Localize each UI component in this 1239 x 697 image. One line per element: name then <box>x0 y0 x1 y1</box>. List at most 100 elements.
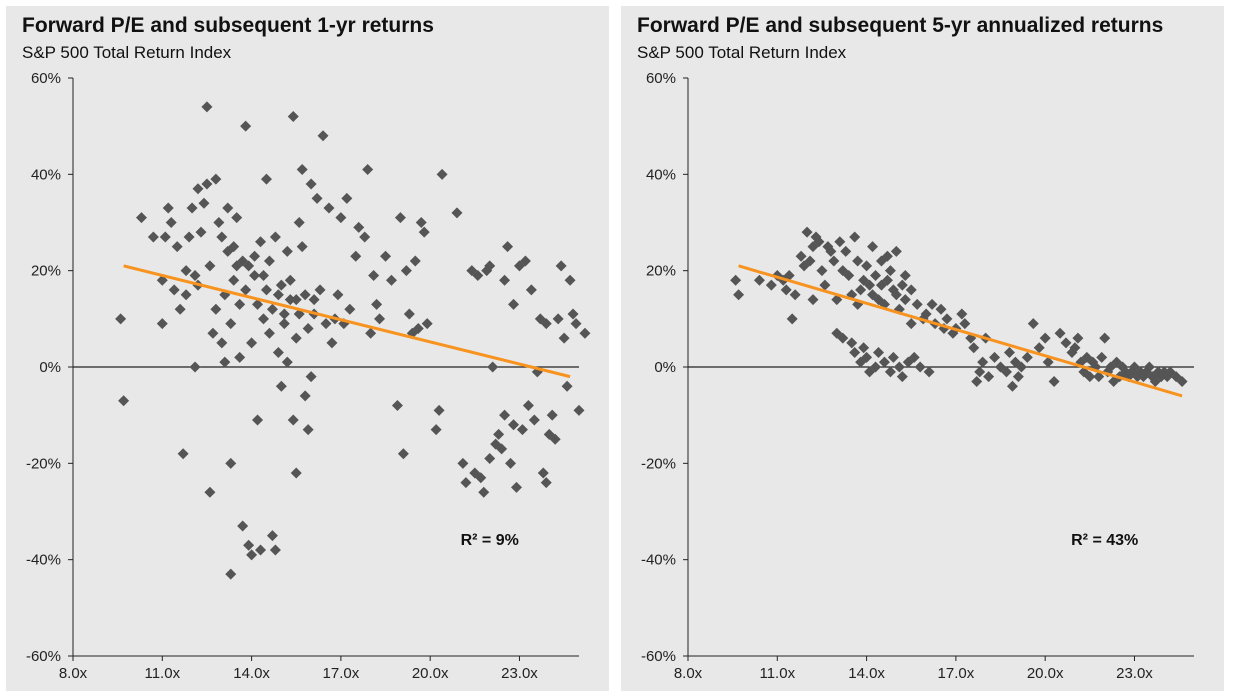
data-point <box>460 477 472 489</box>
data-point <box>579 327 591 339</box>
data-point <box>287 111 299 123</box>
data-point <box>516 424 528 436</box>
data-point <box>540 318 552 330</box>
data-point <box>385 274 397 286</box>
data-point <box>365 327 377 339</box>
data-point <box>1176 375 1188 387</box>
data-point <box>284 294 296 306</box>
r-squared-label: R² = 43% <box>1071 532 1138 549</box>
data-point <box>908 351 920 363</box>
y-tick-label: 0% <box>39 359 61 376</box>
data-point <box>287 414 299 426</box>
data-point <box>890 289 902 301</box>
data-point <box>207 327 219 339</box>
data-point <box>935 303 947 315</box>
data-point <box>412 322 424 334</box>
data-point <box>1006 380 1018 392</box>
data-point <box>171 241 183 253</box>
data-point <box>284 274 296 286</box>
r-squared-label: R² = 9% <box>461 532 519 549</box>
data-point <box>971 375 983 387</box>
data-point <box>186 202 198 214</box>
data-point <box>305 178 317 190</box>
data-point <box>926 298 938 310</box>
data-point <box>896 279 908 291</box>
data-point <box>266 530 278 542</box>
data-point <box>225 568 237 580</box>
data-point <box>436 168 448 180</box>
data-point <box>831 294 843 306</box>
data-point <box>210 173 222 185</box>
data-point <box>849 231 861 243</box>
data-point <box>1033 342 1045 354</box>
data-point <box>852 255 864 267</box>
data-point <box>118 395 130 407</box>
data-point <box>546 409 558 421</box>
x-tick-label: 14.0x <box>848 665 885 682</box>
data-point <box>314 284 326 296</box>
data-point <box>421 318 433 330</box>
data-point <box>484 453 496 465</box>
data-point <box>269 544 281 556</box>
data-point <box>177 448 189 460</box>
data-point <box>914 361 926 373</box>
data-point <box>1143 361 1155 373</box>
data-point <box>1125 366 1137 378</box>
data-point <box>941 313 953 325</box>
data-point <box>1093 371 1105 383</box>
data-point <box>1072 332 1084 344</box>
x-tick-label: 8.0x <box>59 665 88 682</box>
data-point <box>872 294 884 306</box>
data-point <box>959 318 971 330</box>
data-point <box>204 486 216 498</box>
y-tick-label: -20% <box>26 455 61 472</box>
data-point <box>290 467 302 479</box>
data-point <box>496 443 508 455</box>
data-point <box>878 356 890 368</box>
data-point <box>1054 327 1066 339</box>
data-point <box>278 308 290 320</box>
y-tick-label: 20% <box>31 263 61 280</box>
data-point <box>281 356 293 368</box>
data-point <box>493 428 505 440</box>
data-point <box>923 366 935 378</box>
data-point <box>884 265 896 277</box>
data-point <box>1066 347 1078 359</box>
data-point <box>359 231 371 243</box>
data-point <box>240 284 252 296</box>
data-point <box>487 361 499 373</box>
data-point <box>508 419 520 431</box>
data-point <box>537 467 549 479</box>
data-point <box>299 289 311 301</box>
data-point <box>786 313 798 325</box>
data-point <box>415 217 427 228</box>
data-point <box>409 255 421 267</box>
data-point <box>1048 375 1060 387</box>
data-point <box>201 178 213 190</box>
y-tick-label: -60% <box>26 648 61 665</box>
data-point <box>881 274 893 286</box>
y-tick-label: 40% <box>31 166 61 183</box>
data-point <box>573 404 585 416</box>
data-point <box>1087 356 1099 368</box>
data-point <box>219 356 231 368</box>
data-point <box>159 231 171 243</box>
data-point <box>825 245 837 257</box>
data-point <box>1099 332 1111 344</box>
x-tick-label: 20.0x <box>412 665 449 682</box>
data-point <box>234 298 246 310</box>
data-point <box>168 284 180 296</box>
data-point <box>216 337 228 349</box>
data-point <box>135 212 147 224</box>
data-point <box>368 269 380 281</box>
data-point <box>1111 356 1123 368</box>
data-point <box>210 303 222 315</box>
data-point <box>374 313 386 325</box>
data-point <box>237 520 249 532</box>
data-point <box>1060 337 1072 349</box>
data-point <box>795 250 807 262</box>
data-point <box>353 221 365 233</box>
y-tick-label: -60% <box>641 648 676 665</box>
data-point <box>1039 332 1051 344</box>
data-point <box>302 322 314 334</box>
